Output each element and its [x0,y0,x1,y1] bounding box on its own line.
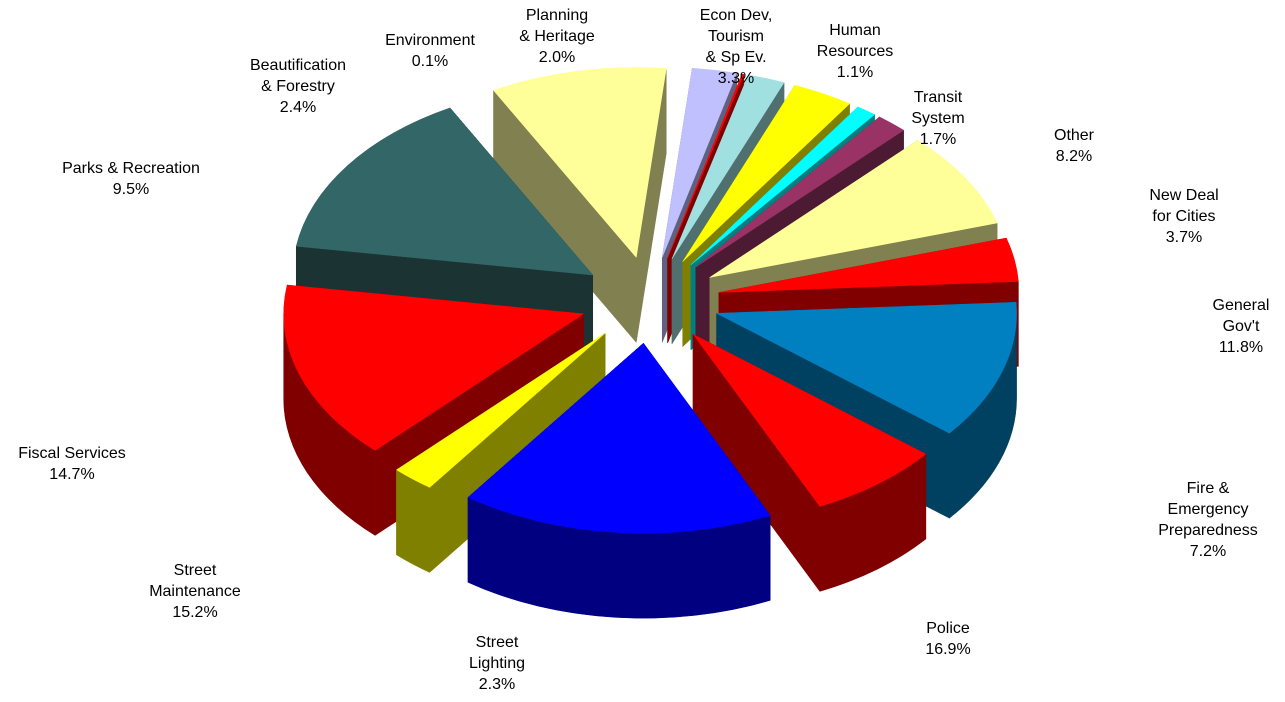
slice-label-name: Fiscal Services [18,445,126,462]
pie-slice-top [682,85,851,262]
slice-label-name: Planning & Heritage [519,7,595,45]
pie-slice [467,342,771,619]
slice-label-name: Human Resources [816,22,894,60]
slice-label-value: 0.1% [411,53,449,70]
slice-label-name: Beautification & Forestry [249,57,347,95]
slice-label-name: Environment [385,32,475,49]
pie-slice-top [671,74,785,259]
slice-label-value: 2.3% [478,676,516,693]
slice-label-value: 14.7% [49,466,95,483]
slice-label: Parks & Recreation 9.5% [62,158,200,200]
pie-slice [692,333,927,593]
pie-slice-top [295,107,594,276]
slice-label-value: 8.2% [1055,148,1093,165]
slice-label: Human Resources 1.1% [817,20,893,83]
slice-label: New Deal for Cities 3.7% [1149,185,1218,248]
slice-label: Street Lighting 2.3% [469,632,525,695]
slice-label-name: Street Maintenance [149,562,241,600]
slice-label-value: 2.4% [279,99,317,116]
slice-label: Beautification & Forestry 2.4% [250,55,346,118]
pie-slice-top [661,67,738,258]
slice-label-name: Other [1053,127,1095,144]
slice-label-name: Street Lighting [468,634,526,672]
slice-label-value: 1.7% [919,131,957,148]
pie-slice-top [715,302,1017,434]
pie-slice-top [467,342,771,534]
slice-label-value: 7.2% [1189,543,1227,560]
slice-label-name: Fire & Emergency Preparedness [1158,480,1258,539]
pie-slice-top [718,237,1019,293]
pie-slice-top [695,116,905,268]
slice-label: Econ Dev, Tourism & Sp Ev. 3.3% [700,5,773,89]
slice-label: Fiscal Services 14.7% [18,443,126,485]
slice-label: Transit System 1.7% [911,87,964,150]
slice-label-value: 9.5% [112,181,150,198]
pie-slice-top [692,334,927,507]
slice-label-name: Police [926,620,970,637]
pie-slice-top [667,73,745,259]
slice-label-name: New Deal for Cities [1149,187,1219,225]
slice-label: Other 8.2% [1054,125,1094,167]
slice-label-value: 2.0% [538,49,576,66]
slice-label: Police 16.9% [925,618,970,660]
pie-slice-top [709,140,998,278]
pie-slice [493,67,667,344]
slice-label: Street Maintenance 15.2% [149,560,241,623]
slice-label-name: General Gov't [1212,297,1270,335]
slice-label-value: 11.8% [1218,339,1264,356]
slice-label-name: Econ Dev, Tourism & Sp Ev. [699,7,773,66]
slice-label-value: 1.1% [836,64,874,81]
pie-slice-top [283,284,585,451]
slice-label-value: 3.3% [717,70,755,87]
slice-label-name: Transit System [911,89,965,127]
slice-label-value: 3.7% [1165,229,1203,246]
slice-label: Planning & Heritage 2.0% [519,5,595,68]
slice-label-name: Parks & Recreation [62,160,200,177]
slice-label: Fire & Emergency Preparedness 7.2% [1158,478,1258,562]
slice-label: General Gov't 11.8% [1213,295,1270,358]
slice-label-value: 16.9% [925,641,971,658]
slice-label: Environment 0.1% [385,30,475,72]
pie-slice-top [493,67,667,259]
pie-slice-top [396,333,606,488]
pie-slice-top [690,106,876,265]
slice-label-value: 15.2% [172,604,218,621]
